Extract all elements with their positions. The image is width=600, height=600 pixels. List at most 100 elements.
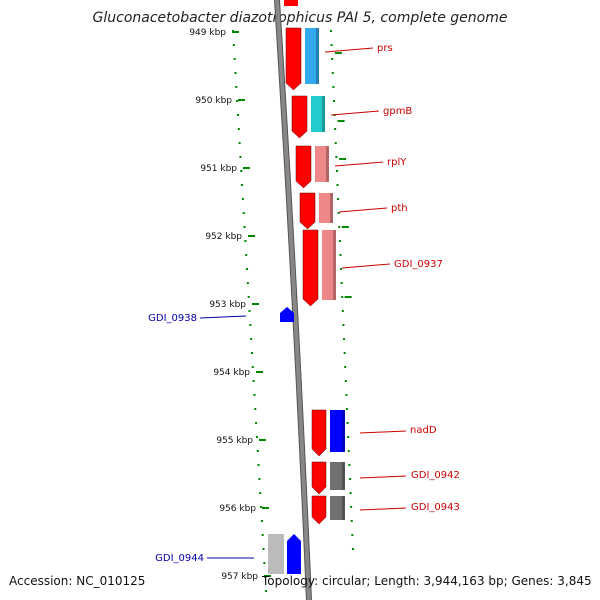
- inner-ring-dot: [249, 324, 252, 326]
- gene-label-GDI_0938: GDI_0938: [148, 313, 197, 324]
- gene-leader-line: [330, 110, 380, 116]
- inner-ring-dot: [243, 226, 246, 228]
- scale-label: 950 kbp: [195, 96, 232, 106]
- outer-ring-dot: [350, 520, 353, 522]
- inner-ring-dot: [239, 156, 242, 158]
- scale-tick: [248, 235, 255, 237]
- gene-label-GDI_0944: GDI_0944: [155, 553, 204, 564]
- cog-block-pth-shade: [330, 193, 333, 223]
- inner-ring-dot: [234, 72, 237, 74]
- inner-ring-dot: [246, 268, 249, 270]
- inner-ring-dot: [244, 240, 247, 242]
- outer-ring-dot: [343, 338, 346, 340]
- outer-ring-dot: [341, 310, 344, 312]
- outer-ring-dot: [340, 268, 343, 270]
- cds-arrow-GDI_0937: [302, 229, 319, 307]
- sequence-backbone-highlight: [275, 0, 311, 600]
- cog-block-prs: [305, 28, 319, 84]
- outer-ring-dot: [347, 450, 350, 452]
- scale-label: 954 kbp: [213, 368, 250, 378]
- scale-tick: [232, 31, 239, 33]
- scale-tick: [256, 371, 263, 373]
- cog-block-GDI_0942: [330, 462, 345, 490]
- outer-ring-dot: [351, 534, 354, 536]
- map-title: Gluconacetobacter diazotrophicus PAI 5, …: [92, 10, 508, 26]
- inner-ring-dot: [233, 58, 236, 60]
- outer-ring-dot: [347, 436, 350, 438]
- outer-ring-dot: [337, 198, 340, 200]
- outer-ring-dot: [342, 324, 345, 326]
- cds-arrow-nadD: [311, 409, 327, 457]
- inner-ring-dot: [257, 464, 260, 466]
- outer-ring-dot: [343, 352, 346, 354]
- gene-leader-line: [359, 507, 407, 511]
- inner-ring-dot: [254, 408, 257, 410]
- cog-block-GDI_0943: [330, 496, 345, 520]
- cds-arrow-rplY: [295, 145, 312, 189]
- cog-block-pth: [319, 193, 333, 223]
- cog-block-GDI_0937-shade: [333, 230, 336, 300]
- inner-ring-dot: [256, 450, 259, 452]
- inner-ring-dot: [236, 114, 239, 116]
- cog-block-GDI_0943-shade: [342, 496, 345, 520]
- cog-block-prs-shade: [316, 28, 319, 84]
- gene-label-rplY: rplY: [387, 157, 407, 168]
- gene-label-gpmB: gpmB: [383, 106, 412, 117]
- gene-label-GDI_0943: GDI_0943: [411, 502, 460, 513]
- gene-leader-line: [359, 475, 407, 479]
- inner-ring-dot: [261, 534, 264, 536]
- outer-ring-dot: [346, 422, 349, 424]
- inner-ring-dot: [255, 422, 258, 424]
- cds-arrow-GDI_0943: [311, 495, 327, 525]
- inner-ring-dot: [247, 296, 250, 298]
- cog-block-GDI_0942-shade: [342, 462, 345, 490]
- outer-tick: [334, 52, 342, 54]
- cog-block-nadD-shade: [342, 410, 345, 452]
- scale-label: 956 kbp: [219, 504, 256, 514]
- inner-ring-dot: [241, 184, 244, 186]
- outer-ring-dot: [349, 492, 352, 494]
- outer-ring-dot: [351, 548, 354, 550]
- outer-ring-dot: [348, 478, 351, 480]
- cds-arrow-gpmB: [291, 95, 308, 139]
- inner-ring-dot: [260, 506, 263, 508]
- outer-ring-dot: [334, 128, 337, 130]
- outer-ring-dot: [334, 142, 337, 144]
- inner-ring-dot: [253, 394, 256, 396]
- gene-label-GDI_0942: GDI_0942: [411, 470, 460, 481]
- inner-ring-dot: [240, 170, 243, 172]
- outer-ring-dot: [344, 380, 347, 382]
- gene-leader-line: [199, 315, 247, 319]
- cog-block-rplY-shade: [326, 146, 329, 182]
- scale-tick: [252, 303, 259, 305]
- scale-label: 952 kbp: [205, 232, 242, 242]
- outer-ring-dot: [331, 58, 334, 60]
- cds-arrow-GDI_0938: [280, 307, 294, 322]
- scale-label: 951 kbp: [200, 164, 237, 174]
- cds-arrow-GDI_0942: [311, 461, 327, 495]
- scale-tick: [264, 575, 271, 577]
- outer-tick: [341, 226, 349, 228]
- scale-label: 953 kbp: [209, 300, 246, 310]
- inner-ring-dot: [263, 562, 266, 564]
- scale-tick: [238, 99, 245, 101]
- scale-label: 957 kbp: [221, 572, 258, 582]
- gene-leader-line: [334, 161, 384, 167]
- outer-ring-dot: [337, 212, 340, 214]
- cog-block-GDI_0944: [268, 534, 284, 574]
- inner-ring-dot: [251, 366, 254, 368]
- gene-leader-line: [324, 47, 374, 53]
- outer-ring-dot: [335, 170, 338, 172]
- inner-ring-dot: [241, 198, 244, 200]
- gene-label-pth: pth: [391, 203, 408, 214]
- scale-tick: [262, 507, 269, 509]
- outer-ring-dot: [332, 86, 335, 88]
- outer-ring-dot: [345, 394, 348, 396]
- inner-ring-dot: [237, 128, 240, 130]
- outer-ring-dot: [339, 254, 342, 256]
- gene-label-nadD: nadD: [410, 425, 437, 436]
- accession-text: Accession: NC_010125: [9, 574, 146, 588]
- outer-ring-dot: [340, 282, 343, 284]
- inner-ring-dot: [265, 590, 267, 592]
